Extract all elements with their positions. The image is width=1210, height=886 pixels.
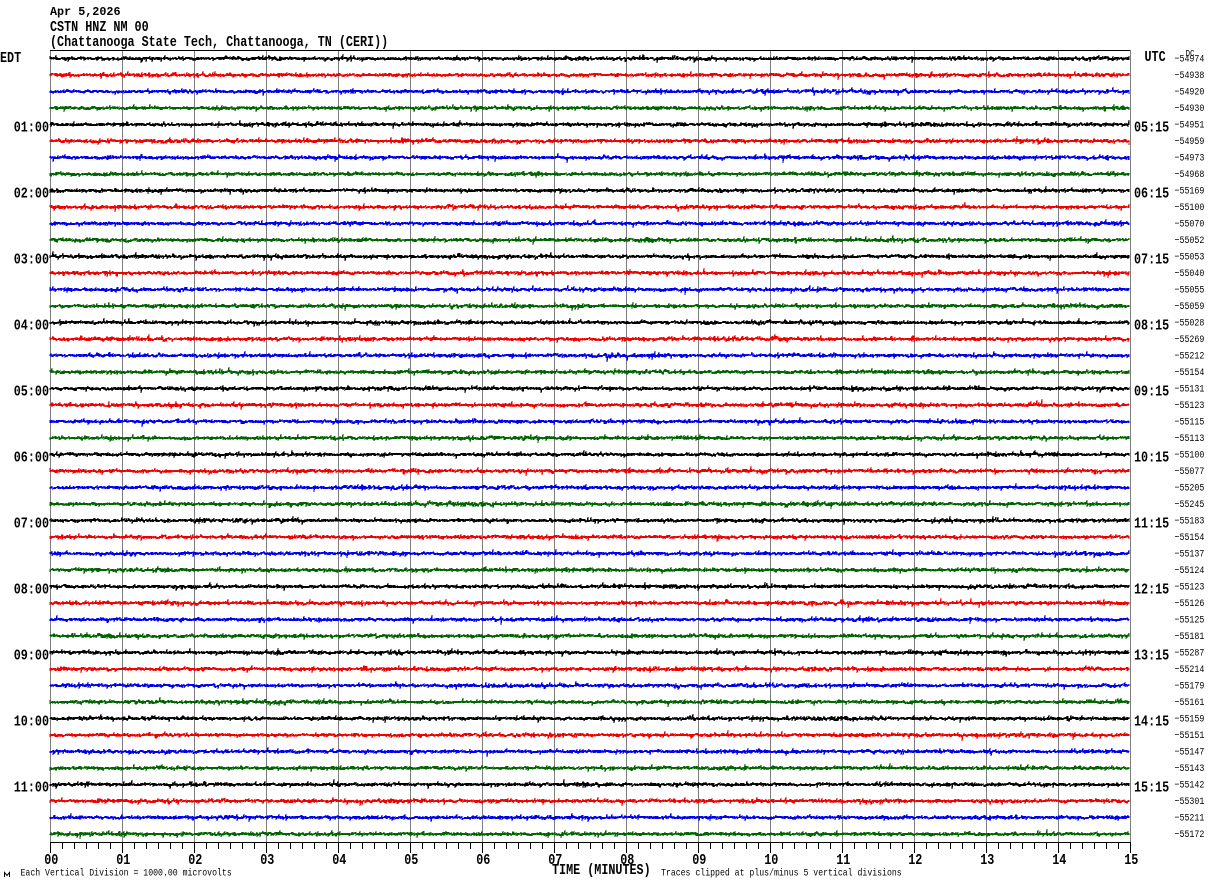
svg-text:−55070: −55070 [1175, 218, 1205, 230]
svg-text:−55301: −55301 [1175, 795, 1205, 807]
svg-text:−55147: −55147 [1175, 746, 1205, 758]
svg-text:10:00: 10:00 [14, 714, 49, 731]
svg-text:−55126: −55126 [1175, 597, 1205, 609]
svg-text:−55269: −55269 [1175, 333, 1205, 345]
svg-text:07:00: 07:00 [14, 516, 49, 533]
svg-text:−55124: −55124 [1175, 564, 1205, 576]
svg-text:08:15: 08:15 [1134, 318, 1169, 335]
svg-text:14: 14 [1052, 853, 1066, 870]
svg-text:−54920: −54920 [1175, 86, 1205, 98]
svg-text:−55142: −55142 [1175, 779, 1205, 791]
svg-text:−55115: −55115 [1175, 416, 1205, 428]
svg-text:05: 05 [404, 853, 418, 870]
svg-text:CSTN HNZ NM 00: CSTN HNZ NM 00 [50, 20, 149, 37]
svg-text:−55143: −55143 [1175, 762, 1205, 774]
svg-text:06: 06 [476, 853, 490, 870]
svg-text:−55161: −55161 [1175, 696, 1205, 708]
svg-text:−54968: −54968 [1175, 168, 1205, 180]
svg-text:13: 13 [980, 853, 994, 870]
svg-text:02: 02 [188, 853, 202, 870]
svg-text:06:00: 06:00 [14, 450, 49, 467]
svg-text:−55154: −55154 [1175, 366, 1205, 378]
svg-text:04:00: 04:00 [14, 318, 49, 335]
svg-text:−55137: −55137 [1175, 548, 1205, 560]
svg-text:13:15: 13:15 [1134, 648, 1169, 665]
svg-text:−55040: −55040 [1175, 267, 1205, 279]
svg-text:01: 01 [116, 853, 130, 870]
svg-text:−55077: −55077 [1175, 465, 1205, 477]
svg-text:−55287: −55287 [1175, 647, 1205, 659]
svg-text:−55123: −55123 [1175, 581, 1205, 593]
svg-text:02:00: 02:00 [14, 186, 49, 203]
svg-text:05:00: 05:00 [14, 384, 49, 401]
svg-text:−54938: −54938 [1175, 69, 1205, 81]
svg-text:05:15: 05:15 [1134, 120, 1169, 137]
svg-text:−55159: −55159 [1175, 713, 1205, 725]
svg-text:−55123: −55123 [1175, 399, 1205, 411]
svg-text:−54974: −54974 [1175, 53, 1205, 65]
svg-text:−55181: −55181 [1175, 630, 1205, 642]
svg-text:−55113: −55113 [1175, 432, 1205, 444]
svg-text:Apr 5,2026: Apr 5,2026 [50, 5, 121, 19]
svg-text:−55169: −55169 [1175, 185, 1205, 197]
svg-text:08:00: 08:00 [14, 582, 49, 599]
svg-text:07:15: 07:15 [1134, 252, 1169, 269]
svg-text:11:15: 11:15 [1134, 516, 1169, 533]
svg-text:−55053: −55053 [1175, 251, 1205, 263]
svg-text:UTC: UTC [1145, 50, 1166, 67]
svg-text:−55125: −55125 [1175, 614, 1205, 626]
svg-text:12:15: 12:15 [1134, 582, 1169, 599]
svg-text:15: 15 [1124, 853, 1138, 870]
svg-text:TIME (MINUTES): TIME (MINUTES) [552, 863, 651, 880]
svg-text:−54930: −54930 [1175, 102, 1205, 114]
svg-text:09: 09 [692, 853, 706, 870]
svg-text:15:15: 15:15 [1134, 780, 1169, 797]
svg-text:09:00: 09:00 [14, 648, 49, 665]
svg-text:−55154: −55154 [1175, 531, 1205, 543]
svg-text:01:00: 01:00 [14, 120, 49, 137]
svg-text:DC: DC [1186, 48, 1195, 59]
svg-text:−55179: −55179 [1175, 680, 1205, 692]
svg-text:−55151: −55151 [1175, 729, 1205, 741]
svg-text:−55205: −55205 [1175, 482, 1205, 494]
svg-text:09:15: 09:15 [1134, 384, 1169, 401]
svg-text:03: 03 [260, 853, 274, 870]
svg-text:−55028: −55028 [1175, 317, 1205, 329]
svg-text:−54973: −54973 [1175, 152, 1205, 164]
svg-text:(Chattanooga State Tech, Chatt: (Chattanooga State Tech, Chattanooga, TN… [50, 35, 388, 52]
svg-text:−55183: −55183 [1175, 515, 1205, 527]
svg-text:06:15: 06:15 [1134, 186, 1169, 203]
svg-text:−55245: −55245 [1175, 498, 1205, 510]
svg-text:EDT: EDT [0, 51, 21, 68]
svg-text:07: 07 [548, 853, 562, 870]
svg-text:14:15: 14:15 [1134, 714, 1169, 731]
svg-text:−55055: −55055 [1175, 284, 1205, 296]
svg-text:−55172: −55172 [1175, 828, 1205, 840]
svg-text:11:00: 11:00 [14, 780, 49, 797]
svg-text:00: 00 [44, 853, 58, 870]
svg-text:−55131: −55131 [1175, 383, 1205, 395]
svg-text:10: 10 [764, 853, 778, 870]
svg-text:−55214: −55214 [1175, 663, 1205, 675]
svg-text:−55100: −55100 [1175, 201, 1205, 213]
svg-text:−54959: −54959 [1175, 135, 1205, 147]
svg-text:−55059: −55059 [1175, 300, 1205, 312]
svg-text:−55052: −55052 [1175, 234, 1205, 246]
svg-text:−54951: −54951 [1175, 119, 1205, 131]
svg-text:−55212: −55212 [1175, 350, 1205, 362]
svg-text:Each Vertical Division = 1000.: Each Vertical Division = 1000.00 microvo… [21, 867, 232, 879]
svg-text:10:15: 10:15 [1134, 450, 1169, 467]
svg-text:11: 11 [836, 853, 850, 870]
svg-text:04: 04 [332, 853, 346, 870]
svg-text:08: 08 [620, 853, 634, 870]
svg-text:12: 12 [908, 853, 922, 870]
svg-text:−55100: −55100 [1175, 449, 1205, 461]
svg-text:−55211: −55211 [1175, 812, 1205, 824]
svg-text:03:00: 03:00 [14, 252, 49, 269]
svg-text:Traces clipped at plus/minus 5: Traces clipped at plus/minus 5 vertical … [661, 867, 902, 879]
